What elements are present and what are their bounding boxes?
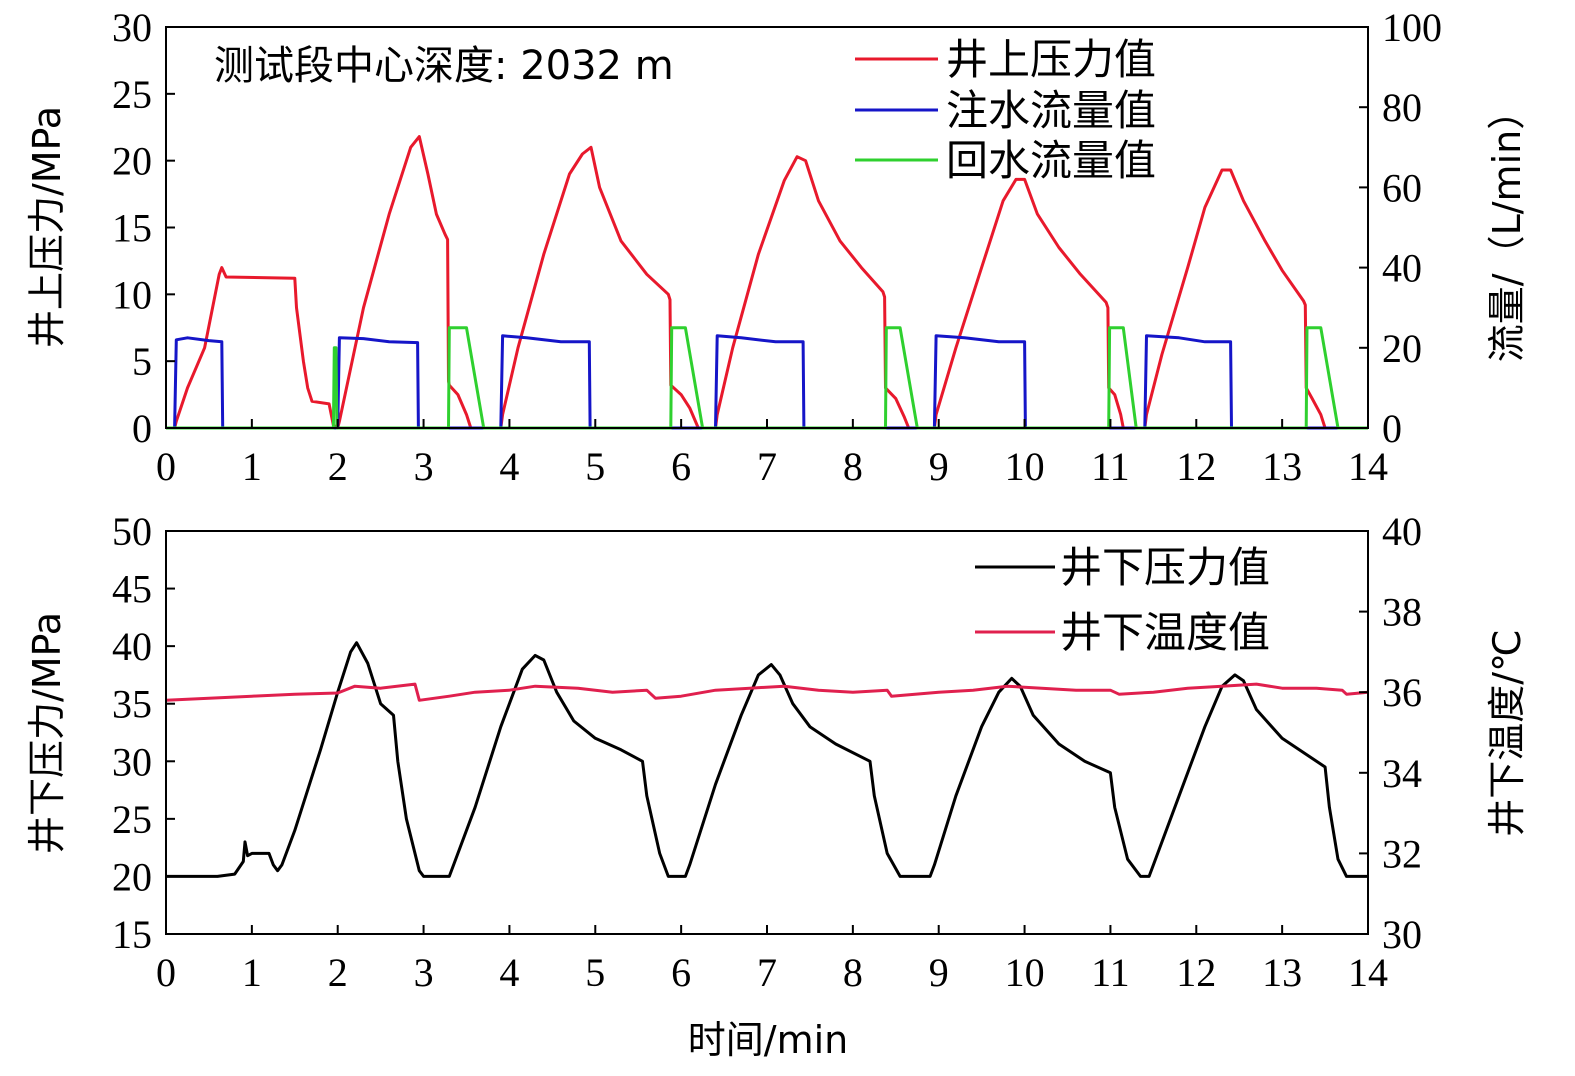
lower-y2-tick-label: 32 — [1382, 831, 1422, 876]
lower-y-tick-label: 40 — [112, 624, 152, 669]
lower-series — [165, 641, 1369, 878]
upper-x-tick-label: 13 — [1262, 444, 1302, 489]
lower-legend: 井下压力值 井下温度值 — [975, 543, 1270, 657]
upper-x-tick-label: 8 — [843, 444, 863, 489]
legend-label-downhole-temperature: 井下温度值 — [1060, 608, 1270, 657]
lower-x-tick-label: 3 — [414, 950, 434, 995]
lower-x-tick-label: 10 — [1005, 950, 1045, 995]
lower-y-tick-label: 50 — [112, 509, 152, 554]
legend-label-return-flow: 回水流量值 — [946, 136, 1156, 185]
lower-x-tick-label: 14 — [1348, 950, 1388, 995]
lower-x-tick-label: 8 — [843, 950, 863, 995]
lower-y-tick-label: 15 — [112, 912, 152, 957]
lower-y-tick-label: 45 — [112, 567, 152, 612]
lower-x-tick-label: 0 — [156, 950, 176, 995]
upper-x-tick-label: 7 — [757, 444, 777, 489]
upper-y-tick-label: 10 — [112, 272, 152, 317]
lower-x-tick-label: 1 — [242, 950, 262, 995]
lower-x-tick-label: 5 — [585, 950, 605, 995]
upper-y-tick-label: 20 — [112, 139, 152, 184]
lower-y-tick-label: 25 — [112, 797, 152, 842]
upper-x-tick-label: 1 — [242, 444, 262, 489]
upper-panel: 测试段中心深度: 2032 m 井上压力/MPa 流量/（L/min） 井上压力… — [25, 5, 1529, 489]
upper-x-tick-label: 2 — [328, 444, 348, 489]
lower-y2-tick-label: 36 — [1382, 670, 1422, 715]
upper-x-tick-label: 9 — [929, 444, 949, 489]
legend-label-upper-pressure: 井上压力值 — [946, 35, 1156, 84]
x-axis-title: 时间/min — [688, 1018, 848, 1062]
upper-y-tick-label: 25 — [112, 72, 152, 117]
lower-series-line-1 — [165, 682, 1369, 702]
upper-x-tick-label: 6 — [671, 444, 691, 489]
lower-y-tick-label: 30 — [112, 739, 152, 784]
lower-x-tick-label: 12 — [1176, 950, 1216, 995]
upper-y2-tick-label: 0 — [1382, 406, 1402, 451]
lower-x-tick-label: 7 — [757, 950, 777, 995]
upper-x-tick-label: 10 — [1005, 444, 1045, 489]
depth-annotation: 测试段中心深度: 2032 m — [214, 43, 674, 89]
upper-y-tick-label: 15 — [112, 206, 152, 251]
lower-y2-tick-label: 34 — [1382, 751, 1422, 796]
lower-x-tick-label: 6 — [671, 950, 691, 995]
upper-y-tick-label: 5 — [132, 339, 152, 384]
upper-y2-tick-label: 40 — [1382, 246, 1422, 291]
upper-x-tick-label: 11 — [1091, 444, 1130, 489]
upper-y2-tick-label: 60 — [1382, 165, 1422, 210]
legend-label-downhole-pressure: 井下压力值 — [1060, 543, 1270, 592]
upper-x-tick-label: 0 — [156, 444, 176, 489]
lower-x-tick-label: 2 — [328, 950, 348, 995]
upper-x-tick-label: 14 — [1348, 444, 1388, 489]
legend-label-injection-flow: 注水流量值 — [946, 86, 1156, 135]
lower-y2-tick-label: 30 — [1382, 912, 1422, 957]
upper-y2-tick-label: 20 — [1382, 326, 1422, 371]
lower-right-axis-title: 井下温度/℃ — [1485, 629, 1529, 836]
upper-y-tick-label: 30 — [112, 5, 152, 50]
upper-series-line-2 — [166, 326, 1368, 430]
upper-right-axis-title: 流量/（L/min） — [1485, 92, 1529, 362]
lower-y2-tick-label: 38 — [1382, 590, 1422, 635]
upper-left-axis-title: 井上压力/MPa — [25, 106, 69, 348]
upper-legend: 井上压力值 注水流量值 回水流量值 — [855, 35, 1156, 185]
lower-x-tick-label: 11 — [1091, 950, 1130, 995]
lower-x-tick-label: 9 — [929, 950, 949, 995]
upper-x-tick-label: 3 — [414, 444, 434, 489]
upper-series — [166, 135, 1368, 430]
upper-x-tick-label: 12 — [1176, 444, 1216, 489]
upper-y2-tick-label: 100 — [1382, 5, 1442, 50]
lower-left-axis-title: 井下压力/MPa — [25, 612, 69, 854]
upper-x-tick-label: 5 — [585, 444, 605, 489]
upper-y2-tick-label: 80 — [1382, 85, 1422, 130]
lower-y2-tick-label: 40 — [1382, 509, 1422, 554]
lower-series-line-0 — [166, 641, 1368, 878]
upper-y-tick-label: 0 — [132, 406, 152, 451]
upper-series-line-0 — [166, 135, 1368, 430]
lower-x-tick-label: 13 — [1262, 950, 1302, 995]
lower-x-tick-label: 4 — [499, 950, 519, 995]
lower-y-tick-label: 20 — [112, 854, 152, 899]
lower-y-tick-label: 35 — [112, 682, 152, 727]
upper-x-tick-label: 4 — [499, 444, 519, 489]
